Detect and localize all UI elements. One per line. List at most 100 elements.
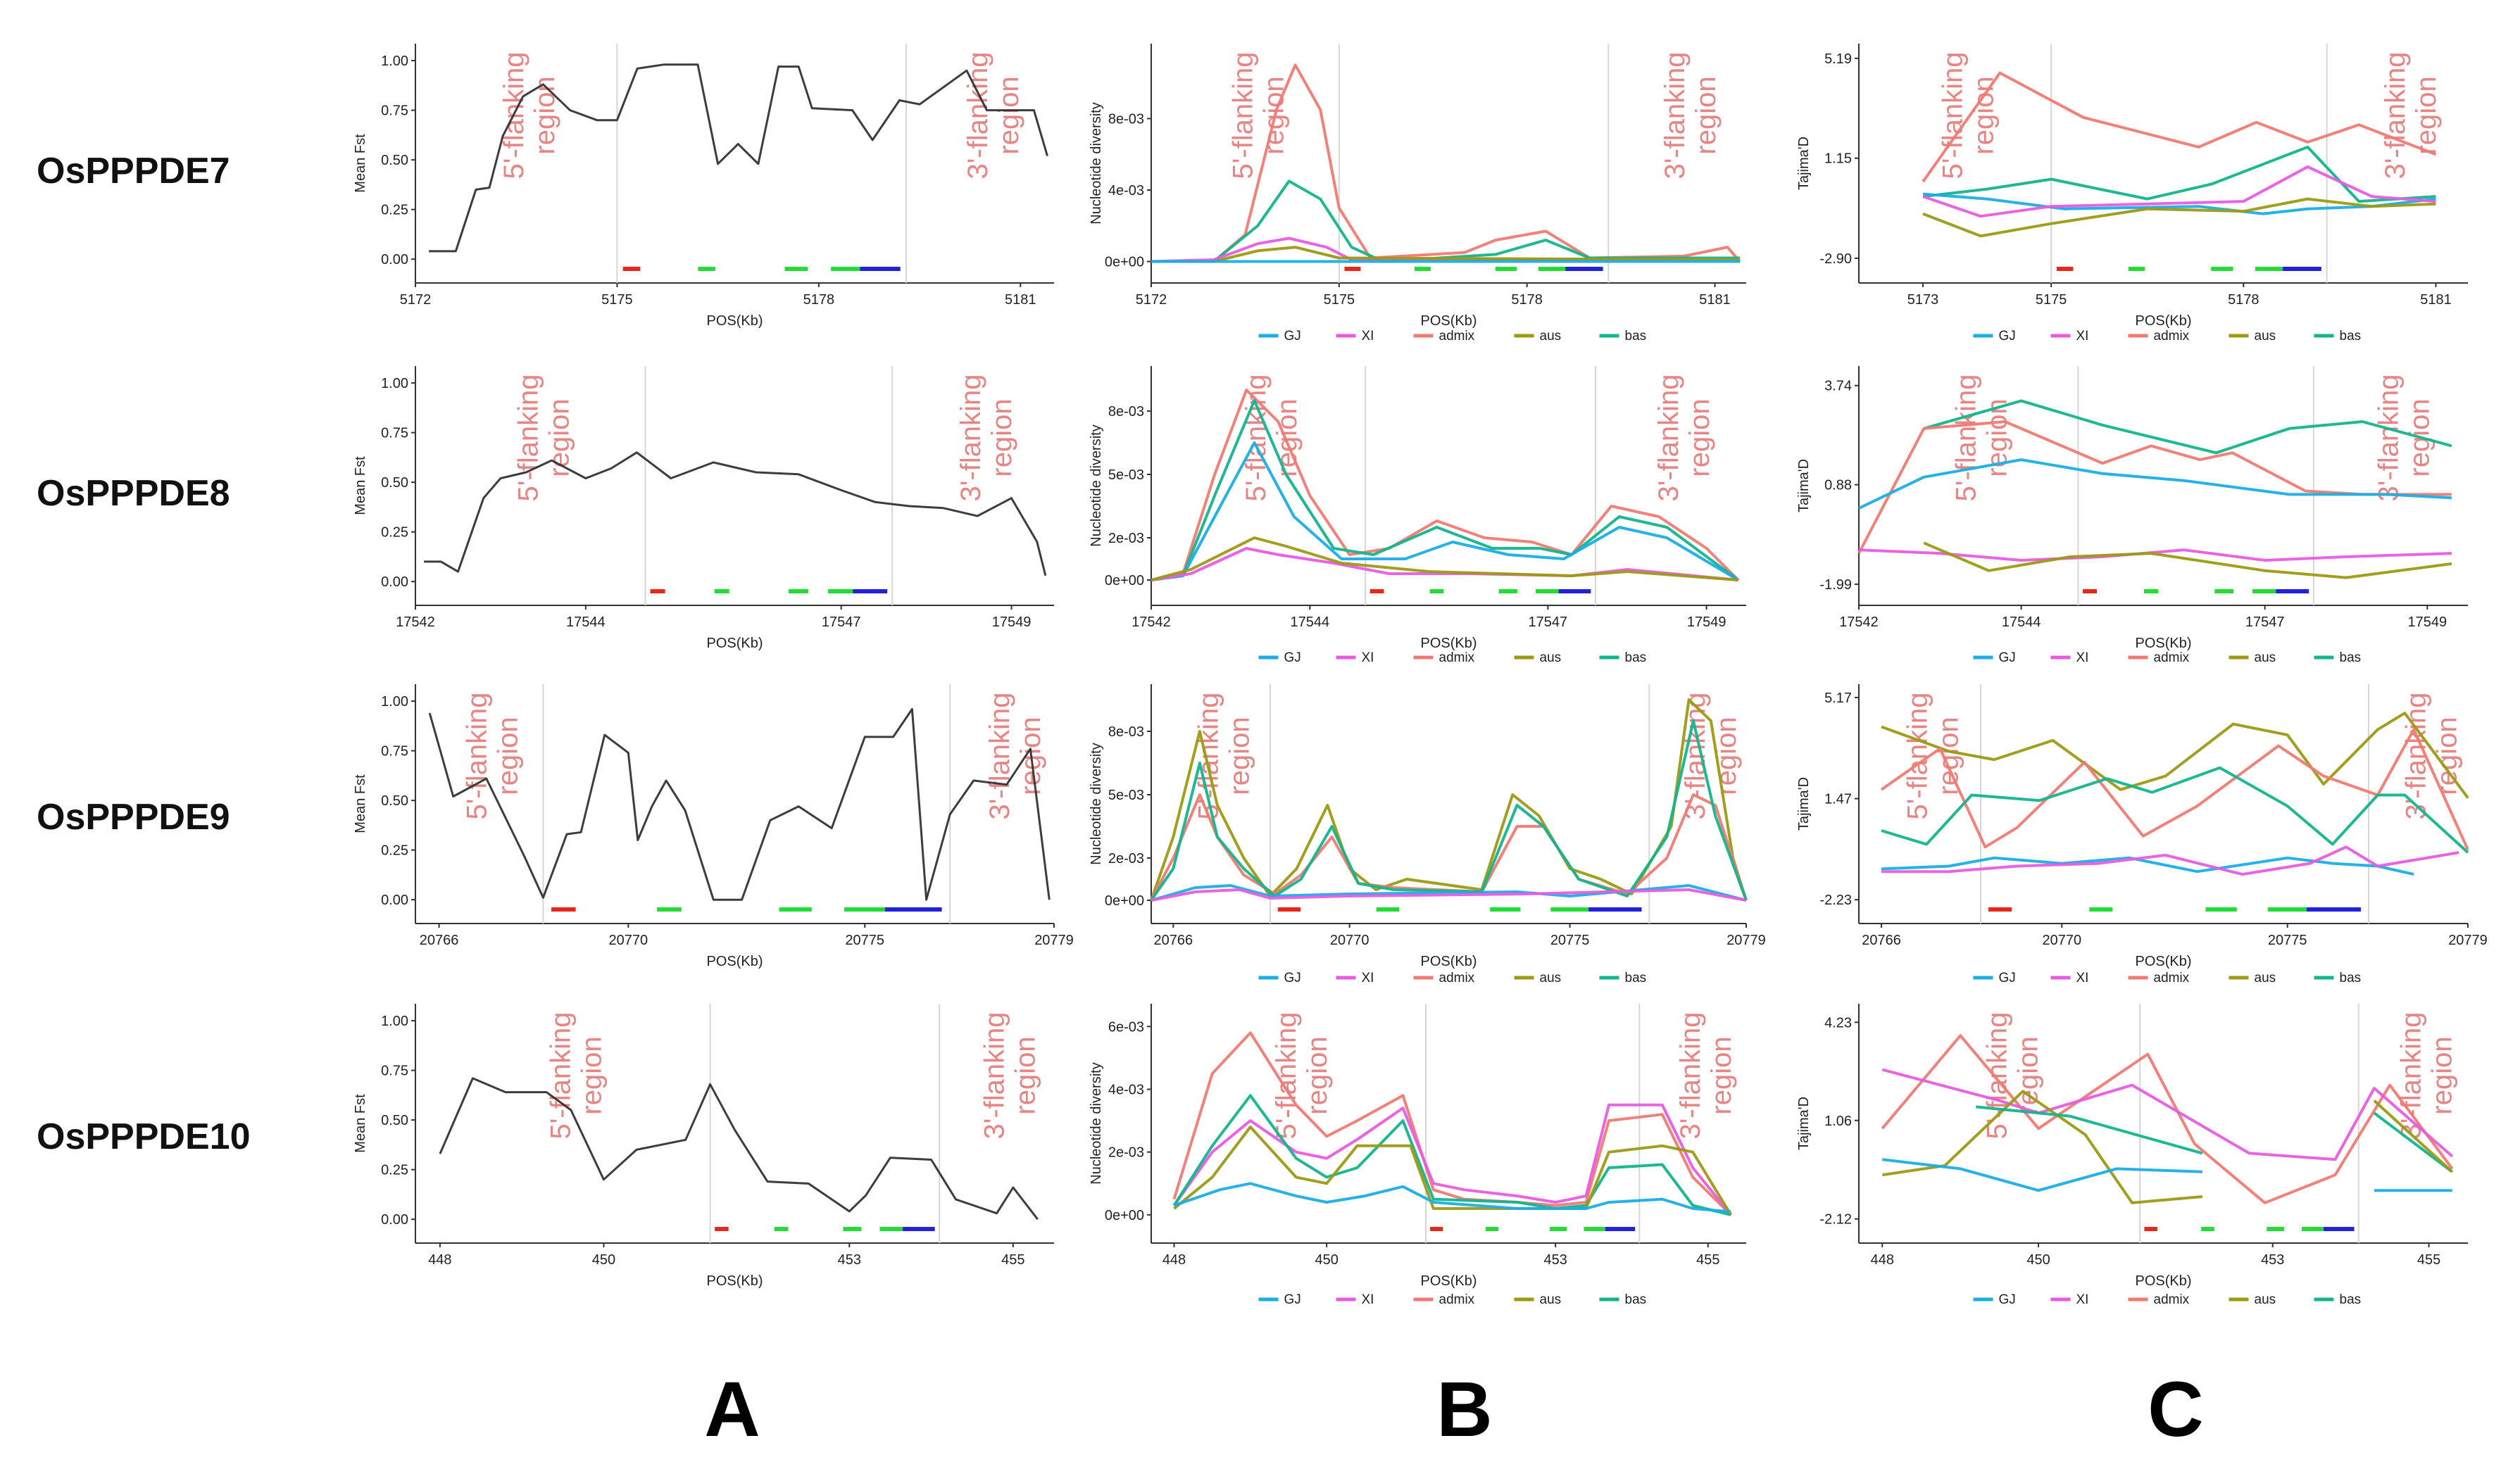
y-axis-title-a-ospppde9: Mean Fst — [353, 774, 368, 833]
flank5-label-line1-b-ospppde7: 5'-flanking — [1227, 51, 1258, 179]
x-tick-label-c-ospppde7: 5173 — [1907, 292, 1939, 308]
y-tick-label-c-ospppde7: -2.90 — [1819, 251, 1852, 267]
x-tick-label-b-ospppde7: 5178 — [1511, 292, 1543, 308]
flank3-label-a-ospppde9: 3'-flanking region — [984, 692, 1046, 819]
flank3-label-line1-b-ospppde7: 3'-flanking — [1660, 51, 1691, 179]
series-line-aus-c-ospppde10 — [2373, 1099, 2454, 1173]
y-tick-label-c-ospppde7: 5.19 — [1824, 51, 1852, 67]
series-line-gj-b-ospppde8 — [1151, 441, 1739, 581]
flank5-label-a-ospppde7: 5'-flanking region — [499, 51, 560, 179]
flank5-label-line1-a-ospppde9: 5'-flanking — [462, 692, 493, 819]
y-tick-label-b-ospppde8: 2e-03 — [1108, 531, 1144, 546]
y-tick-label-a-ospppde9: 1.00 — [381, 694, 408, 710]
y-axis-title-c-ospppde9: Tajima'D — [1796, 777, 1812, 831]
flank5-label-line2-a-ospppde7: region — [529, 76, 560, 154]
series-line-xi-c-ospppde9 — [1881, 845, 2459, 876]
flank3-label-line2-a-ospppde10: region — [1010, 1036, 1041, 1114]
x-tick-label-a-ospppde9: 20779 — [1034, 933, 1074, 948]
x-tick-label-c-ospppde9: 20766 — [1862, 933, 1901, 948]
x-tick-label-c-ospppde9: 20775 — [2268, 933, 2307, 948]
legend-label-admix-b-ospppde8: admix — [1439, 650, 1475, 665]
legend-label-gj-b-ospppde7: GJ — [1284, 329, 1301, 344]
y-tick-label-c-ospppde8: -1.99 — [1819, 577, 1852, 593]
y-tick-label-b-ospppde10: 2e-03 — [1108, 1145, 1144, 1161]
x-tick-label-b-ospppde8: 17544 — [1291, 615, 1330, 630]
series-line-fst-a-ospppde8 — [424, 451, 1047, 576]
y-tick-label-b-ospppde9: 2e-03 — [1108, 851, 1144, 867]
y-tick-label-a-ospppde8: 1.00 — [381, 376, 408, 391]
x-tick-label-a-ospppde10: 455 — [1001, 1252, 1024, 1268]
y-tick-label-c-ospppde10: 1.06 — [1824, 1114, 1852, 1129]
x-tick-label-c-ospppde7: 5181 — [2420, 292, 2452, 308]
y-axis-title-c-ospppde8: Tajima'D — [1796, 459, 1812, 512]
x-axis-title-c-ospppde8: POS(Kb) — [2135, 636, 2191, 651]
legend-label-admix-c-ospppde7: admix — [2154, 329, 2190, 344]
legend-label-gj-c-ospppde7: GJ — [1999, 329, 2016, 344]
flank3-label-a-ospppde8: 3'-flanking region — [955, 374, 1017, 501]
series-line-xi-b-ospppde10 — [1172, 1103, 1732, 1216]
y-tick-label-c-ospppde8: 0.88 — [1824, 478, 1852, 493]
legend-label-admix-c-ospppde8: admix — [2154, 650, 2190, 665]
x-tick-label-b-ospppde7: 5175 — [1324, 292, 1355, 308]
panel-label-a: A — [704, 1366, 760, 1453]
flank5-label-line1-a-ospppde8: 5'-flanking — [513, 374, 544, 501]
y-tick-label-b-ospppde10: 6e-03 — [1108, 1019, 1144, 1035]
flank5-label-a-ospppde9: 5'-flanking region — [462, 692, 524, 819]
x-axis-title-b-ospppde8: POS(Kb) — [1420, 636, 1477, 651]
legend-label-gj-c-ospppde8: GJ — [1999, 650, 2016, 665]
y-tick-label-a-ospppde8: 0.75 — [381, 426, 408, 441]
x-axis-title-c-ospppde7: POS(Kb) — [2135, 313, 2191, 329]
x-tick-label-c-ospppde9: 20779 — [2448, 933, 2488, 948]
x-tick-label-a-ospppde8: 17542 — [396, 615, 435, 630]
series-line-admix-c-ospppde7 — [1922, 71, 2437, 183]
flank3-label-line2-b-ospppde7: region — [1691, 76, 1722, 154]
series-line-bas-b-ospppde10 — [1172, 1094, 1731, 1216]
y-tick-label-c-ospppde10: -2.12 — [1819, 1212, 1852, 1228]
y-axis-title-b-ospppde8: Nucleotide diversity — [1089, 424, 1104, 546]
x-axis-title-a-ospppde9: POS(Kb) — [706, 954, 763, 969]
flank5-label-c-ospppde7: 5'-flanking region — [1938, 51, 2000, 179]
series-line-bas-c-ospppde9 — [1881, 766, 2469, 854]
y-tick-label-b-ospppde8: 8e-03 — [1108, 404, 1144, 420]
y-axis-title-b-ospppde9: Nucleotide diversity — [1089, 743, 1104, 864]
y-tick-label-a-ospppde7: 0.50 — [381, 153, 408, 168]
x-tick-label-b-ospppde10: 455 — [1696, 1252, 1719, 1268]
x-tick-label-b-ospppde9: 20775 — [1550, 933, 1590, 948]
y-tick-label-a-ospppde10: 1.00 — [381, 1014, 408, 1029]
series-line-xi-b-ospppde8 — [1151, 547, 1738, 581]
legend-label-bas-c-ospppde9: bas — [2340, 971, 2362, 985]
flank5-label-line2-c-ospppde7: region — [1969, 76, 2000, 154]
series-line-gj-c-ospppde9 — [1881, 856, 2414, 876]
y-tick-label-c-ospppde9: 5.17 — [1824, 691, 1852, 706]
flank3-label-line1-c-ospppde10: 3'-flanking — [2395, 1012, 2426, 1139]
y-axis-title-b-ospppde7: Nucleotide diversity — [1089, 102, 1104, 224]
series-line-aus-c-ospppde8 — [1923, 541, 2452, 579]
y-tick-label-a-ospppde8: 0.25 — [381, 525, 408, 541]
series-line-bas-c-ospppde10 — [2373, 1111, 2454, 1173]
legend-label-xi-b-ospppde9: XI — [1362, 971, 1374, 985]
x-tick-label-a-ospppde8: 17544 — [566, 615, 606, 630]
y-tick-label-a-ospppde8: 0.50 — [381, 475, 408, 491]
x-tick-label-b-ospppde9: 20766 — [1153, 933, 1193, 948]
x-tick-label-a-ospppde9: 20770 — [609, 933, 648, 948]
flank5-label-line2-c-ospppde9: region — [1933, 717, 1964, 795]
flank3-label-line2-c-ospppde10: region — [2426, 1036, 2457, 1114]
x-tick-label-b-ospppde10: 448 — [1162, 1252, 1186, 1268]
flank3-label-c-ospppde8: 3'-flanking region — [2373, 374, 2435, 501]
series-line-gj-b-ospppde10 — [1173, 1182, 1731, 1214]
flank5-label-line2-a-ospppde10: region — [576, 1036, 607, 1114]
series-line-fst-a-ospppde9 — [428, 707, 1051, 901]
y-axis-title-c-ospppde7: Tajima'D — [1796, 137, 1812, 190]
flank5-label-line2-b-ospppde10: region — [1302, 1036, 1333, 1114]
series-line-admix-c-ospppde10 — [1881, 1034, 2454, 1204]
legend-label-xi-c-ospppde7: XI — [2076, 329, 2089, 344]
x-axis-title-b-ospppde9: POS(Kb) — [1420, 954, 1477, 969]
y-tick-label-a-ospppde7: 1.00 — [381, 53, 408, 69]
x-tick-label-c-ospppde7: 5175 — [2036, 292, 2067, 308]
panel-label-b: B — [1436, 1366, 1492, 1453]
flank5-label-a-ospppde8: 5'-flanking region — [513, 374, 575, 501]
legend-label-xi-b-ospppde7: XI — [1362, 329, 1374, 344]
x-axis-title-b-ospppde10: POS(Kb) — [1420, 1273, 1477, 1289]
series-line-aus-b-ospppde9 — [1150, 698, 1748, 901]
legend-label-xi-b-ospppde8: XI — [1362, 650, 1374, 665]
